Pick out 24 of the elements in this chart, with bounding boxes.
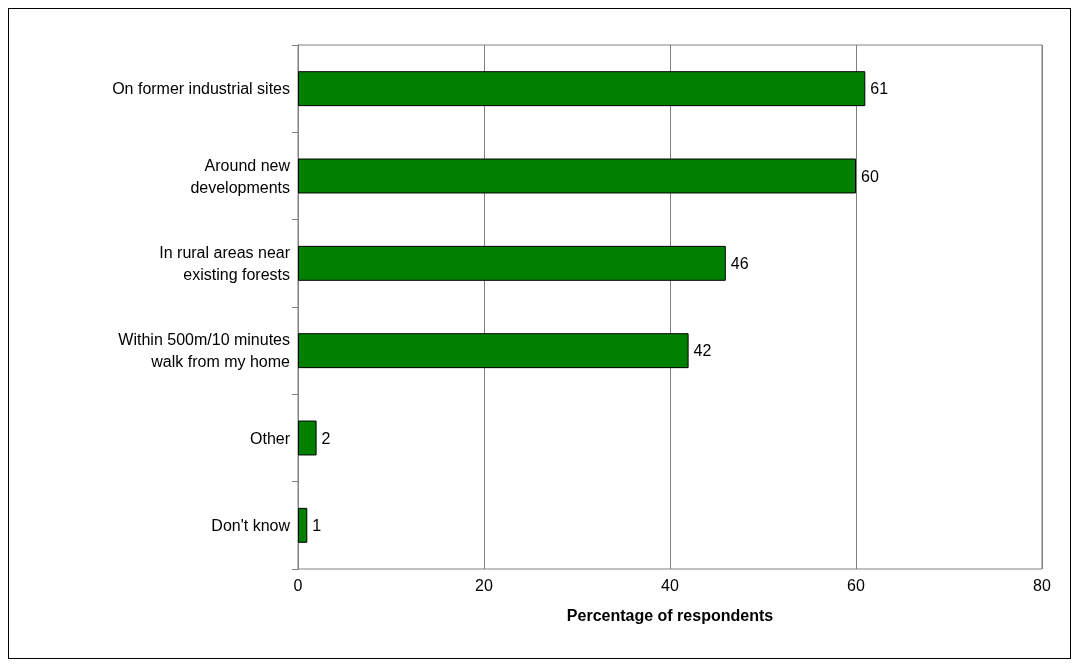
bar: [298, 71, 866, 107]
bar: [298, 158, 856, 194]
data-label: 61: [870, 80, 889, 98]
y-tick-label: Around new developments: [190, 156, 291, 196]
y-tick-label: On former industrial sites: [112, 80, 290, 98]
x-tick-label: 80: [1033, 576, 1051, 594]
y-tick-label: Within 500m/10 minutes walk from my home: [118, 331, 291, 371]
data-label: 2: [321, 429, 331, 447]
y-tick-label: In rural areas near existing forests: [159, 243, 291, 283]
data-label: 1: [312, 516, 322, 534]
x-tick-label: 60: [847, 576, 865, 594]
x-axis-title: Percentage of respondents: [566, 606, 774, 624]
x-tick-label: 40: [661, 576, 679, 594]
data-label: 60: [861, 167, 879, 185]
bar: [298, 507, 308, 543]
y-tick-label: Don't know: [211, 516, 291, 534]
data-label: 46: [730, 254, 749, 272]
y-tick-label: Other: [249, 429, 291, 447]
bar: [298, 245, 726, 281]
x-tick-label: 20: [475, 576, 493, 594]
bar: [298, 420, 317, 456]
data-label: 42: [693, 342, 712, 360]
x-tick-label: 0: [293, 576, 303, 594]
bar: [298, 333, 689, 369]
